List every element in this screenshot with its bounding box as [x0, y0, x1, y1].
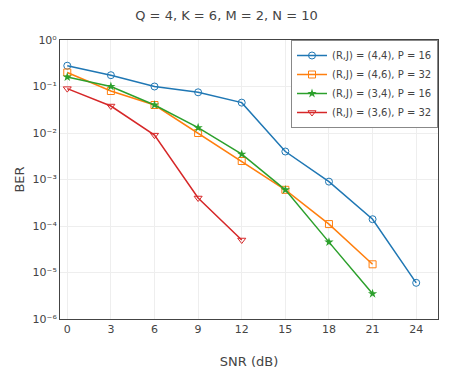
svg-text:15: 15	[278, 323, 292, 336]
svg-text:(R,J) = (4,4), P = 16: (R,J) = (4,4), P = 16	[332, 50, 431, 61]
svg-text:10⁻³: 10⁻³	[33, 173, 57, 186]
svg-text:SNR (dB): SNR (dB)	[220, 354, 278, 369]
svg-text:6: 6	[151, 323, 158, 336]
svg-text:BER: BER	[12, 166, 27, 192]
svg-text:10⁰: 10⁰	[38, 34, 57, 47]
svg-text:10⁻⁴: 10⁻⁴	[33, 220, 58, 233]
svg-text:(R,J) = (3,6), P = 32: (R,J) = (3,6), P = 32	[332, 107, 431, 118]
svg-text:Q = 4, K = 6, M = 2, N = 10: Q = 4, K = 6, M = 2, N = 10	[135, 8, 317, 23]
svg-text:10⁻²: 10⁻²	[33, 127, 57, 140]
svg-text:10⁻⁵: 10⁻⁵	[33, 266, 57, 279]
svg-text:10⁻⁶: 10⁻⁶	[33, 313, 58, 326]
svg-text:(R,J) = (4,6), P = 32: (R,J) = (4,6), P = 32	[332, 69, 431, 80]
svg-text:12: 12	[235, 323, 249, 336]
svg-text:0: 0	[64, 323, 71, 336]
svg-text:18: 18	[322, 323, 336, 336]
svg-text:(R,J) = (3,4), P = 16: (R,J) = (3,4), P = 16	[332, 88, 431, 99]
svg-text:24: 24	[409, 323, 423, 336]
svg-text:3: 3	[107, 323, 114, 336]
svg-text:21: 21	[366, 323, 380, 336]
svg-text:10⁻¹: 10⁻¹	[33, 80, 57, 93]
svg-text:9: 9	[195, 323, 202, 336]
